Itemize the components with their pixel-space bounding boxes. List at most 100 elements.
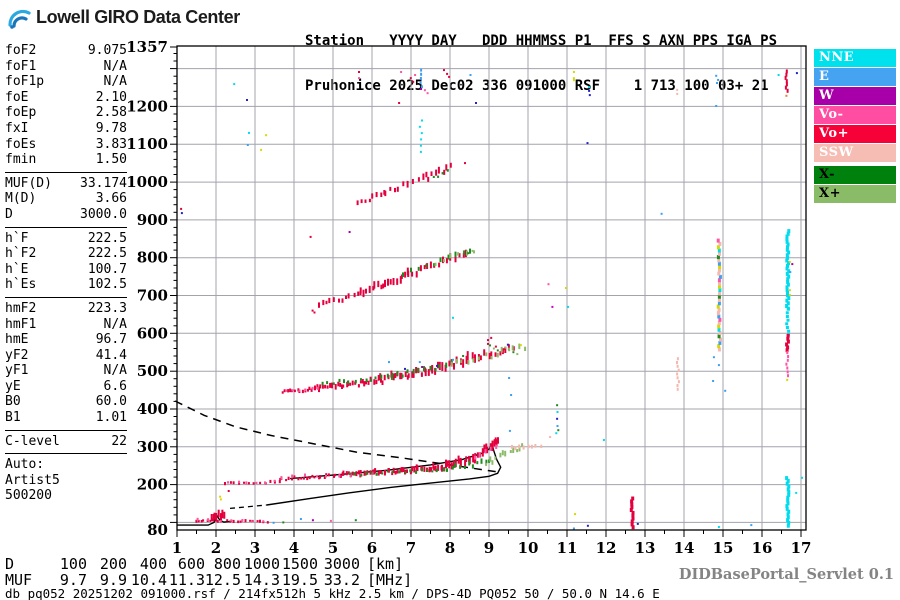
svg-text:300: 300 [137,438,168,456]
parameter-label: foEs [5,136,37,152]
parameter-label: yE [5,378,21,394]
row-value: 600 [177,555,205,573]
svg-text:17: 17 [791,539,812,557]
parameter-value: 222.5 [87,230,127,246]
parameter-label: hmF1 [5,316,37,332]
parameter-label: M(D) [5,191,37,207]
svg-text:5: 5 [328,539,338,557]
parameter-label: hmE [5,332,29,348]
svg-text:6: 6 [367,539,377,557]
echo-type-legend: NNE E W Vo- Vo+ SSW X- X+ [814,49,896,204]
row-value: 12.5 [204,571,241,589]
autoscaling-line: Artist5 [5,472,60,488]
row-value: 9.9 [99,571,127,589]
legend-item-ssw: SSW [814,144,896,162]
svg-text:400: 400 [137,400,168,418]
parameter-group: hmF2 223.3 hmF1 N/A hmE 96.7 yF2 41.4 yF1 N/A yE 6.… [5,296,127,428]
svg-text:2: 2 [211,539,221,557]
parameter-row: C-level 22 [5,434,127,450]
svg-text:1: 1 [172,539,182,557]
legend-item-vo: Vo+ [814,125,896,143]
legend-item-x: X- [814,166,896,184]
svg-text:4: 4 [289,539,299,557]
parameter-label: foF1 [5,58,37,74]
profile-extension-dashed [229,504,267,510]
parameter-label: h`F2 [5,246,37,262]
parameter-row: h`F 222.5 [5,231,127,247]
station-header-values: Pruhonice 2025 Dec02 336 091000 RSF 1 71… [305,78,769,94]
parameter-row: fmin 1.50 [5,152,127,168]
parameter-value: N/A [103,74,127,90]
parameter-value: 41.4 [95,347,127,363]
row-value: 33.2 [323,571,360,589]
parameter-value: 1.01 [95,410,127,426]
parameter-label: yF2 [5,347,29,363]
parameter-row: h`E 100.7 [5,262,127,278]
muf-table: D 100 200 400 600 800 1000 1500 3000 [km] MUF 9.7 9.… [0,554,900,600]
svg-text:7: 7 [406,539,416,557]
parameter-row: B1 1.01 [5,410,127,426]
row-value: 11.3 [168,571,205,589]
station-header: Station YYYY DAY DDD HHMMSS P1 FFS S AXN… [305,4,777,124]
plot-frame [170,45,807,537]
parameter-value: N/A [103,363,127,379]
row-label: D [5,555,15,573]
parameter-row: hmE 96.7 [5,332,127,348]
svg-text:200: 200 [137,476,168,494]
autoscaling-line: Auto: [5,457,45,473]
svg-text:13: 13 [635,539,656,557]
svg-text:10: 10 [518,539,539,557]
parameter-row: yE 6.6 [5,379,127,395]
parameter-label: hmF2 [5,300,37,316]
parameter-row: MUF(D) 33.174 [5,176,127,192]
true-height-profile [266,443,502,506]
parameter-row: foE 2.10 [5,90,127,106]
parameter-value: 100.7 [87,261,127,277]
autoscaling-info: Auto: Artist5 500200 [5,453,127,504]
parameter-row: yF1 N/A [5,363,127,379]
giro-logo: Lowell GIRO Data Center [6,4,240,31]
parameter-label: foF1p [5,74,45,90]
svg-text:1200: 1200 [126,97,168,115]
row-value: 1000 [243,555,280,573]
parameter-label: fxI [5,120,29,136]
parameter-group: C-level 22 [5,429,127,452]
svg-text:600: 600 [137,324,168,342]
muf-row: MUF 9.7 9.9 10.4 11.3 12.5 14.3 19.5 33.2 [MHz] [0,571,560,589]
svg-text:1000: 1000 [126,173,168,191]
parameter-value: 102.5 [87,277,127,293]
row-value: 9.7 [59,571,87,589]
row-label: MUF [5,571,33,589]
parameter-value: 222.5 [87,246,127,262]
row-value: 10.4 [130,571,167,589]
parameter-label: C-level [5,433,60,449]
row-unit: [km] [367,555,404,573]
parameter-value: 1.50 [95,152,127,168]
station-header-columns: Station YYYY DAY DDD HHMMSS P1 FFS S AXN… [305,33,778,49]
row-value: 100 [59,555,87,573]
legend-item-w: W [814,87,896,105]
svg-text:12: 12 [596,539,617,557]
svg-text:11: 11 [557,539,578,557]
o-trace-fit [290,443,493,480]
parameter-value: 3.83 [95,136,127,152]
parameter-group: foF2 9.075 foF1 N/A foF1p N/A foE 2.10 foEp 2.58 f… [5,42,127,170]
svg-text:15: 15 [713,539,734,557]
parameter-value: N/A [103,316,127,332]
parameter-row: hmF1 N/A [5,317,127,333]
svg-text:14: 14 [674,539,695,557]
gridlines [177,46,806,530]
parameter-value: 22 [111,433,127,449]
parameter-label: foF2 [5,43,37,58]
parameter-value: 96.7 [95,332,127,348]
row-value: 200 [99,555,127,573]
svg-text:800: 800 [137,249,168,267]
svg-text:1357: 1357 [126,38,168,56]
parameter-row: foF2 9.075 [5,43,127,59]
echo-trace-dots [195,68,791,530]
parameter-label: h`F [5,230,29,246]
parameter-value: 9.78 [95,120,127,136]
parameter-label: D [5,206,13,222]
